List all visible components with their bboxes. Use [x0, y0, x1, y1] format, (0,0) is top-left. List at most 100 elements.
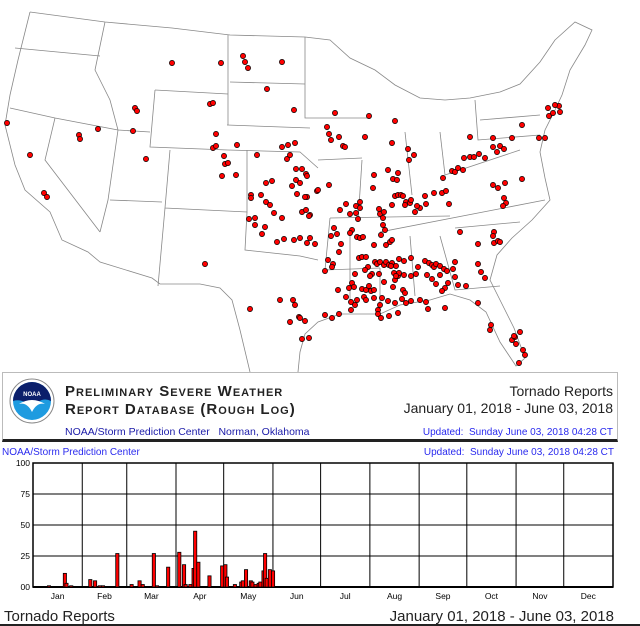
tornado-report-dot [304, 240, 310, 246]
tornado-report-dot [378, 315, 384, 321]
month-label: Aug [387, 591, 402, 601]
tornado-report-dot [291, 237, 297, 243]
tornado-report-dot [408, 197, 414, 203]
tornado-report-dot [497, 143, 503, 149]
tornado-report-dot [494, 149, 500, 155]
daily-tornado-bar [271, 570, 276, 588]
tornado-report-dot [386, 313, 392, 319]
tornado-report-dot [234, 142, 240, 148]
tornado-report-dot [302, 194, 308, 200]
tornado-report-dot [490, 182, 496, 188]
tornado-report-dot [475, 300, 481, 306]
tornado-report-dot [371, 242, 377, 248]
tornado-report-dot [476, 151, 482, 157]
tornado-report-dot [360, 234, 366, 240]
daily-tornado-bar [244, 569, 249, 588]
daily-tornado-bar [137, 580, 142, 588]
tornado-report-dot [284, 156, 290, 162]
tornado-report-dot [371, 295, 377, 301]
tornado-report-dot [411, 152, 417, 158]
tornado-report-dot [291, 107, 297, 113]
tornado-report-dot [371, 287, 377, 293]
y-tick-label: 100 [16, 458, 30, 468]
tornado-report-dot [509, 135, 515, 141]
tornado-report-dot [352, 302, 358, 308]
daily-tornado-bar [64, 582, 69, 588]
tornado-report-dot [390, 284, 396, 290]
tornado-report-dot [245, 65, 251, 71]
tornado-report-dot [475, 241, 481, 247]
map-boundary [409, 235, 416, 297]
daily-tornado-bar [224, 576, 229, 588]
daily-tornado-bar [196, 561, 201, 588]
tornado-report-dot [355, 216, 361, 222]
daily-tornado-bar [193, 530, 198, 588]
tornado-report-dot [306, 213, 312, 219]
tornado-report-dot [279, 215, 285, 221]
map-boundary [329, 215, 451, 219]
tornado-report-dot [287, 319, 293, 325]
tornado-report-dot [366, 113, 372, 119]
tornado-report-dot [297, 315, 303, 321]
tornado-report-dot [346, 285, 352, 291]
tornado-report-dot [343, 294, 349, 300]
tornado-report-dot [95, 126, 101, 132]
tornado-report-dot [328, 137, 334, 143]
tornado-report-dot [437, 263, 443, 269]
tornado-report-dot [213, 131, 219, 137]
tornado-report-dot [395, 170, 401, 176]
footer-date-range: January 01, 2018 - June 03, 2018 [389, 608, 614, 625]
map-boundary [9, 107, 151, 133]
daily-tornado-bar [151, 553, 156, 588]
tornado-report-dot [403, 300, 409, 306]
tornado-report-dot [536, 135, 542, 141]
tornado-report-dot [246, 216, 252, 222]
daily-tornado-bar [129, 584, 134, 588]
month-label: Jul [340, 591, 351, 601]
daily-tornado-bar [115, 553, 120, 588]
tornado-report-dot [279, 144, 285, 150]
tornado-report-dot [326, 131, 332, 137]
tornado-report-dot [396, 256, 402, 262]
tornado-report-dot [444, 268, 450, 274]
map-boundary [4, 11, 251, 372]
tornado-report-dot [401, 272, 407, 278]
daily-tornado-bar [232, 584, 237, 588]
tornado-report-dot [306, 335, 312, 341]
updated-text: Updated: Sunday June 03, 2018 04:28 CT [422, 427, 613, 438]
tornado-report-dot [247, 306, 253, 312]
tornado-report-dot [417, 297, 423, 303]
tornado-report-dot [357, 199, 363, 205]
noaa-logo: NOAA [9, 378, 55, 424]
daily-tornado-bar [264, 577, 269, 588]
tornado-report-dot [267, 202, 273, 208]
tornado-report-dot [440, 175, 446, 181]
tornado-report-dot [450, 266, 456, 272]
month-label: Jun [290, 591, 304, 601]
tornado-report-dot [378, 232, 384, 238]
tornado-report-dot [352, 271, 358, 277]
tornado-report-dot [331, 225, 337, 231]
tornado-report-dot [297, 235, 303, 241]
source-text: NOAA/Storm Prediction Center Norman, Okl… [65, 426, 310, 438]
tornado-report-dot [500, 203, 506, 209]
map-boundary [226, 124, 311, 129]
tornado-report-dot [431, 190, 437, 196]
tornado-report-dot [233, 172, 239, 178]
tornado-report-dot [425, 306, 431, 312]
tornado-report-dot [395, 310, 401, 316]
tornado-report-dot [455, 165, 461, 171]
tornado-report-dot [303, 207, 309, 213]
tornado-report-dot [463, 283, 469, 289]
month-label: Dec [581, 591, 597, 601]
daily-tornado-bar [250, 581, 255, 588]
tornado-report-dot [219, 173, 225, 179]
tornado-report-dot [377, 302, 383, 308]
tornado-report-dot [393, 273, 399, 279]
tornado-report-dot [294, 191, 300, 197]
tornado-report-dot [520, 347, 526, 353]
tornado-report-dot [304, 173, 310, 179]
daily-tornado-bar [69, 585, 74, 588]
tornado-report-dot [392, 118, 398, 124]
map-boundary [99, 129, 119, 233]
